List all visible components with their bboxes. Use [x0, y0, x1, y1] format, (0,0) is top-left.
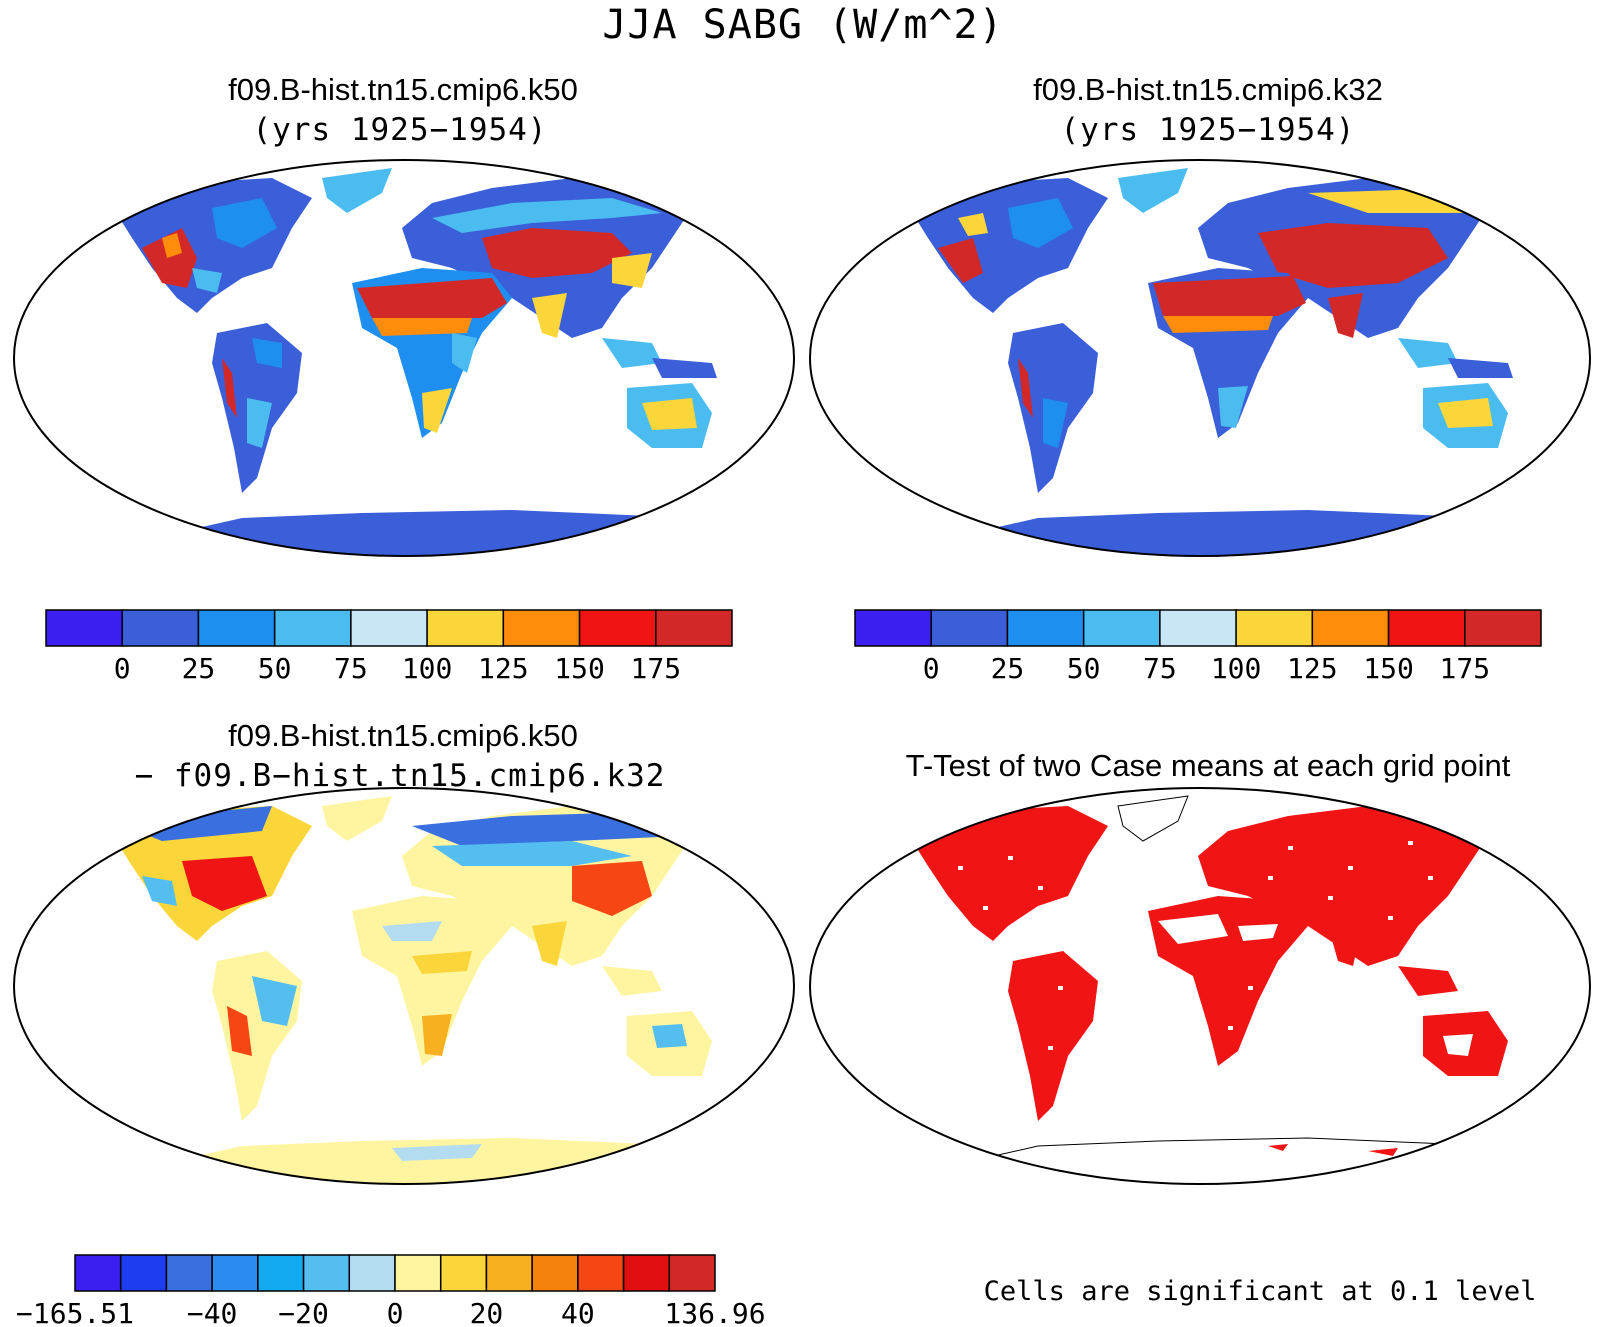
colorbar-tick-label: 125 [1287, 652, 1338, 685]
colorbar-swatch [165, 1254, 213, 1292]
colorbar-tick-label: 25 [182, 652, 216, 685]
colorbar-swatch [1311, 609, 1390, 647]
colorbar-tick-label: 50 [1067, 652, 1101, 685]
colorbar-swatch [578, 609, 657, 647]
colorbar-swatch [1159, 609, 1237, 647]
colorbar-tick-label: −40 [187, 1297, 238, 1327]
panel1-subtitle: (yrs 1925−1954) [252, 112, 548, 148]
colorbar-tick-label: 0 [114, 652, 131, 685]
colorbar-swatch [502, 609, 581, 647]
colorbar-swatch [119, 1254, 168, 1292]
colorbar-swatch [577, 1254, 625, 1292]
colorbar-swatch [211, 1254, 259, 1292]
colorbar-tick-label: 75 [334, 652, 368, 685]
colorbar-swatch [1387, 609, 1466, 647]
colorbar-tick-label: 0 [387, 1297, 404, 1327]
colorbar-panel-2: 0 25 50 75 100 125 150 175 [854, 609, 1542, 685]
colorbar-swatch [668, 1254, 716, 1292]
colorbar-swatch [439, 1254, 488, 1292]
colorbar-tick-label: −165.51 [16, 1297, 134, 1327]
colorbar-swatch [74, 1254, 122, 1292]
colorbar-swatch [655, 609, 733, 647]
panel2-title: f09.B-hist.tn15.cmip6.k32 [1033, 72, 1383, 107]
colorbar-swatch [531, 1254, 579, 1292]
colorbar-swatch [930, 609, 1009, 647]
colorbar-panel-1: 0 25 50 75 100 125 150 175 [45, 609, 733, 685]
colorbar-tick-label: 100 [402, 652, 453, 685]
colorbar-swatch [1006, 609, 1085, 647]
colorbar-swatch [854, 609, 932, 647]
colorbar-swatch [394, 1254, 442, 1292]
colorbar-tick-label: 0 [923, 652, 940, 685]
colorbar-swatch [121, 609, 200, 647]
colorbar-tick-label: 25 [991, 652, 1025, 685]
colorbar-swatch [302, 1254, 351, 1292]
colorbar-swatch [1235, 609, 1314, 647]
colorbar-tick-label: 125 [478, 652, 529, 685]
map-panel-4 [809, 787, 1591, 1185]
panel4-title: T-Test of two Case means at each grid po… [905, 748, 1511, 783]
colorbar-tick-label: 136.96 [664, 1297, 765, 1327]
colorbar-swatch [348, 1254, 396, 1292]
colorbar-swatch [257, 1254, 305, 1292]
colorbar-swatch [622, 1254, 671, 1292]
colorbar-swatch [1082, 609, 1161, 647]
panel3-title: f09.B-hist.tn15.cmip6.k50 [228, 718, 578, 753]
significance-note: Cells are significant at 0.1 level [983, 1276, 1537, 1307]
colorbar-tick-label: 150 [1363, 652, 1414, 685]
colorbar-swatch [197, 609, 276, 647]
colorbar-tick-label: 100 [1211, 652, 1262, 685]
colorbar-tick-label: 40 [561, 1297, 595, 1327]
panel2-subtitle: (yrs 1925−1954) [1060, 112, 1356, 148]
colorbar-tick-label: −20 [278, 1297, 329, 1327]
colorbar-panel-3: −165.51 −40 −20 0 20 40 136.96 [16, 1254, 766, 1327]
panel1-title: f09.B-hist.tn15.cmip6.k50 [228, 72, 578, 107]
colorbar-swatch [426, 609, 505, 647]
map-panel-1 [13, 159, 795, 557]
figure-title: JJA SABG (W/m^2) [602, 2, 1004, 48]
colorbar-swatch [350, 609, 428, 647]
map-panel-2 [809, 159, 1591, 557]
colorbar-tick-label: 20 [470, 1297, 504, 1327]
colorbar-tick-label: 50 [258, 652, 292, 685]
colorbar-tick-label: 175 [630, 652, 681, 685]
colorbar-tick-label: 175 [1439, 652, 1490, 685]
colorbar-swatch [1464, 609, 1542, 647]
map-panel-3 [13, 787, 795, 1185]
colorbar-swatch [273, 609, 352, 647]
colorbar-swatch [485, 1254, 533, 1292]
colorbar-swatch [45, 609, 123, 647]
colorbar-tick-label: 75 [1143, 652, 1177, 685]
colorbar-tick-label: 150 [554, 652, 605, 685]
